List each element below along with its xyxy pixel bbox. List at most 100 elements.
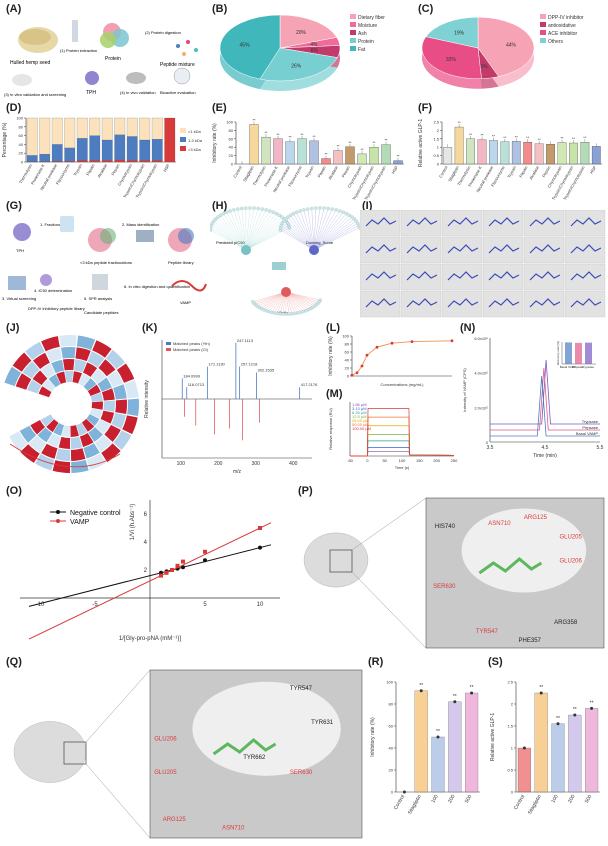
- docking-pose-cell: [360, 236, 401, 264]
- network-node: [225, 210, 229, 214]
- bar: [297, 138, 307, 165]
- x-tick-label: Pepsin: [110, 163, 120, 176]
- tph-icon: [13, 223, 31, 241]
- heatmap-cell: [88, 427, 104, 442]
- heatmap-cell: [113, 384, 127, 400]
- network-edge: [230, 210, 247, 251]
- y-tick-label: 40: [229, 145, 234, 150]
- heatmap-cell: [76, 422, 88, 436]
- network-node: [240, 206, 244, 211]
- replicate-point: [556, 722, 560, 726]
- step3-label: (3) In vitro validation and screening: [4, 92, 66, 97]
- docking-ligand: [488, 217, 520, 227]
- network-hub: [309, 245, 319, 255]
- heatmap-cell: [70, 425, 79, 437]
- bar-segment: [114, 117, 126, 135]
- y-tick-label: 80: [19, 124, 24, 129]
- significance-mark: **: [492, 133, 496, 138]
- zoom-connector: [351, 497, 427, 551]
- fraction-icon-2: [100, 228, 116, 244]
- heatmap-cell: [92, 340, 112, 358]
- bar-segment: [76, 160, 88, 163]
- network-edge: [313, 223, 358, 251]
- network-node: [293, 311, 297, 316]
- heatmap-cell: [78, 373, 90, 387]
- panel-o-lineweaver-burk: -10 -5 5 10 2 4 6 1/[Gly-pro-pNA (mM⁻¹)] 1/Vi (h…: [20, 500, 280, 642]
- bar-segment: [89, 160, 101, 163]
- y-tick-label: 20: [229, 153, 234, 158]
- data-point: [175, 563, 180, 568]
- docking-ligand: [488, 244, 520, 254]
- bar: [309, 140, 319, 165]
- docking-ligand: [365, 298, 397, 308]
- x-tick-label: 200: [433, 458, 440, 463]
- g-lib: Peptide library: [168, 260, 194, 265]
- x-tick-label: 100: [399, 458, 406, 463]
- heatmap-cell: [61, 347, 76, 359]
- legend-swatch: [350, 22, 356, 27]
- docking-ligand: [447, 244, 479, 254]
- heatmap-cell: [46, 419, 59, 433]
- heatmap-cell: [101, 443, 121, 463]
- docking-pose-cell: [564, 236, 606, 264]
- network-edge: [280, 227, 315, 251]
- significance-mark: **: [396, 154, 400, 159]
- heatmap-cell: [41, 443, 58, 459]
- network-edge: [245, 218, 285, 251]
- y-tick-label: 0: [486, 440, 489, 445]
- legend-label: Moisture: [358, 23, 377, 29]
- g-cand: Candidate peptides: [84, 310, 118, 315]
- residue-label: TYR631: [311, 720, 334, 726]
- heatmap-cell: [51, 359, 65, 374]
- network-node: [228, 209, 232, 213]
- y-tick-label: 0.5: [433, 153, 439, 158]
- pie-slice-label: 6%: [311, 48, 319, 54]
- significance-mark: **: [469, 132, 473, 137]
- data-point: [375, 345, 379, 349]
- bar: [345, 146, 355, 165]
- network-edge: [296, 212, 315, 251]
- bar-segment: [101, 139, 113, 161]
- y-tick-label: 1: [437, 145, 440, 150]
- chromatogram-line: [490, 367, 600, 431]
- network-node: [216, 215, 220, 219]
- heatmap-cell: [122, 415, 138, 435]
- network-node: [330, 207, 334, 211]
- bar: [448, 701, 462, 793]
- heatmap-cell: [32, 352, 50, 370]
- series-label: Pepsase: [582, 425, 598, 430]
- docking-pose-cell: [441, 263, 483, 291]
- inset-bar: [575, 342, 582, 364]
- significance-mark: **: [453, 694, 457, 700]
- residue-label: GLU206: [560, 559, 583, 565]
- heatmap-cell: [124, 380, 139, 399]
- residue-label: ASN710: [488, 521, 511, 527]
- docking-pose-cell: [400, 236, 442, 264]
- docking-ligand: [529, 244, 561, 254]
- pie-slice: [425, 16, 479, 49]
- mouse-icon: [126, 72, 146, 84]
- y-axis-label: Relative intensity: [144, 380, 150, 418]
- bar: [477, 139, 487, 165]
- x-axis-label: Concentrations (mg/mL): [381, 382, 425, 387]
- pie-slice-label: 5%: [480, 64, 488, 70]
- heatmap-cell: [12, 352, 32, 372]
- dpp-icon: [40, 274, 52, 286]
- heatmap-cell: [95, 419, 111, 434]
- network-edge: [313, 227, 360, 251]
- replicate-point: [590, 706, 594, 710]
- heatmap-cell: [76, 335, 96, 350]
- residue-label: SER630: [433, 584, 456, 590]
- bar: [465, 692, 479, 793]
- docking-pose-cell: [523, 263, 565, 291]
- bar-segment: [101, 160, 113, 163]
- heatmap-cell: [83, 362, 98, 377]
- protein-label: Protein: [105, 56, 121, 62]
- network-node: [214, 217, 218, 221]
- data-point: [203, 549, 207, 554]
- zoom-connector: [85, 763, 151, 839]
- bar-segment: [114, 159, 126, 163]
- chromatogram-line: [490, 375, 600, 437]
- network-edge: [285, 291, 315, 307]
- network-node: [298, 209, 302, 213]
